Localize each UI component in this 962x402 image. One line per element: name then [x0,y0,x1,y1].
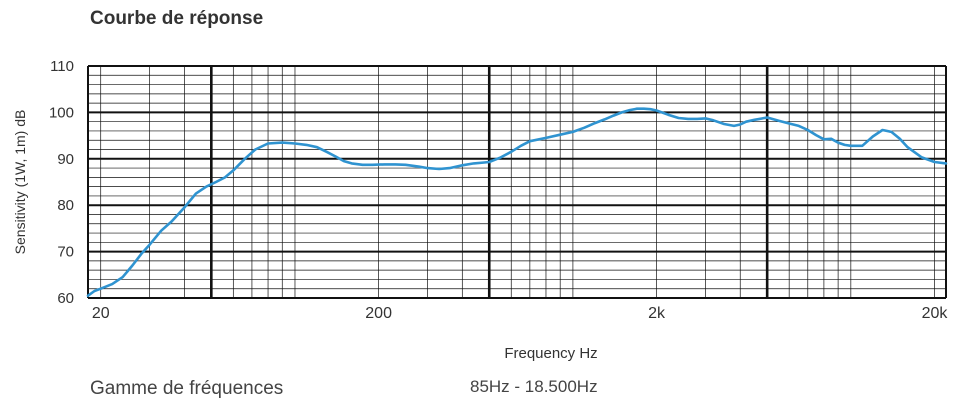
x-tick-label: 2k [648,305,666,322]
x-tick-label: 200 [365,305,392,322]
response-curve-line [86,107,948,297]
frequency-range-value: 85Hz - 18.500Hz [470,377,598,396]
y-tick-label: 90 [57,151,74,168]
y-tick-label: 110 [50,58,74,75]
chart-title: Courbe de réponse [90,8,264,29]
x-tick-label: 20k [922,305,949,322]
frequency-range-label: Gamme de fréquences [90,378,284,399]
x-tick-labels: 20 200 2k 20k [92,305,949,322]
y-tick-label: 60 [57,290,74,307]
x-tick-label: 20 [92,305,110,322]
minor-grid [88,66,946,298]
y-tick-labels: 60 70 80 90 100 110 [49,58,74,307]
y-tick-label: 80 [57,197,74,214]
y-tick-label: 100 [49,104,74,121]
y-axis-label: Sensitivity (1W, 1m) dB [12,110,28,255]
y-tick-label: 70 [57,244,74,261]
major-grid [87,65,947,299]
x-axis-label: Frequency Hz [504,345,598,362]
